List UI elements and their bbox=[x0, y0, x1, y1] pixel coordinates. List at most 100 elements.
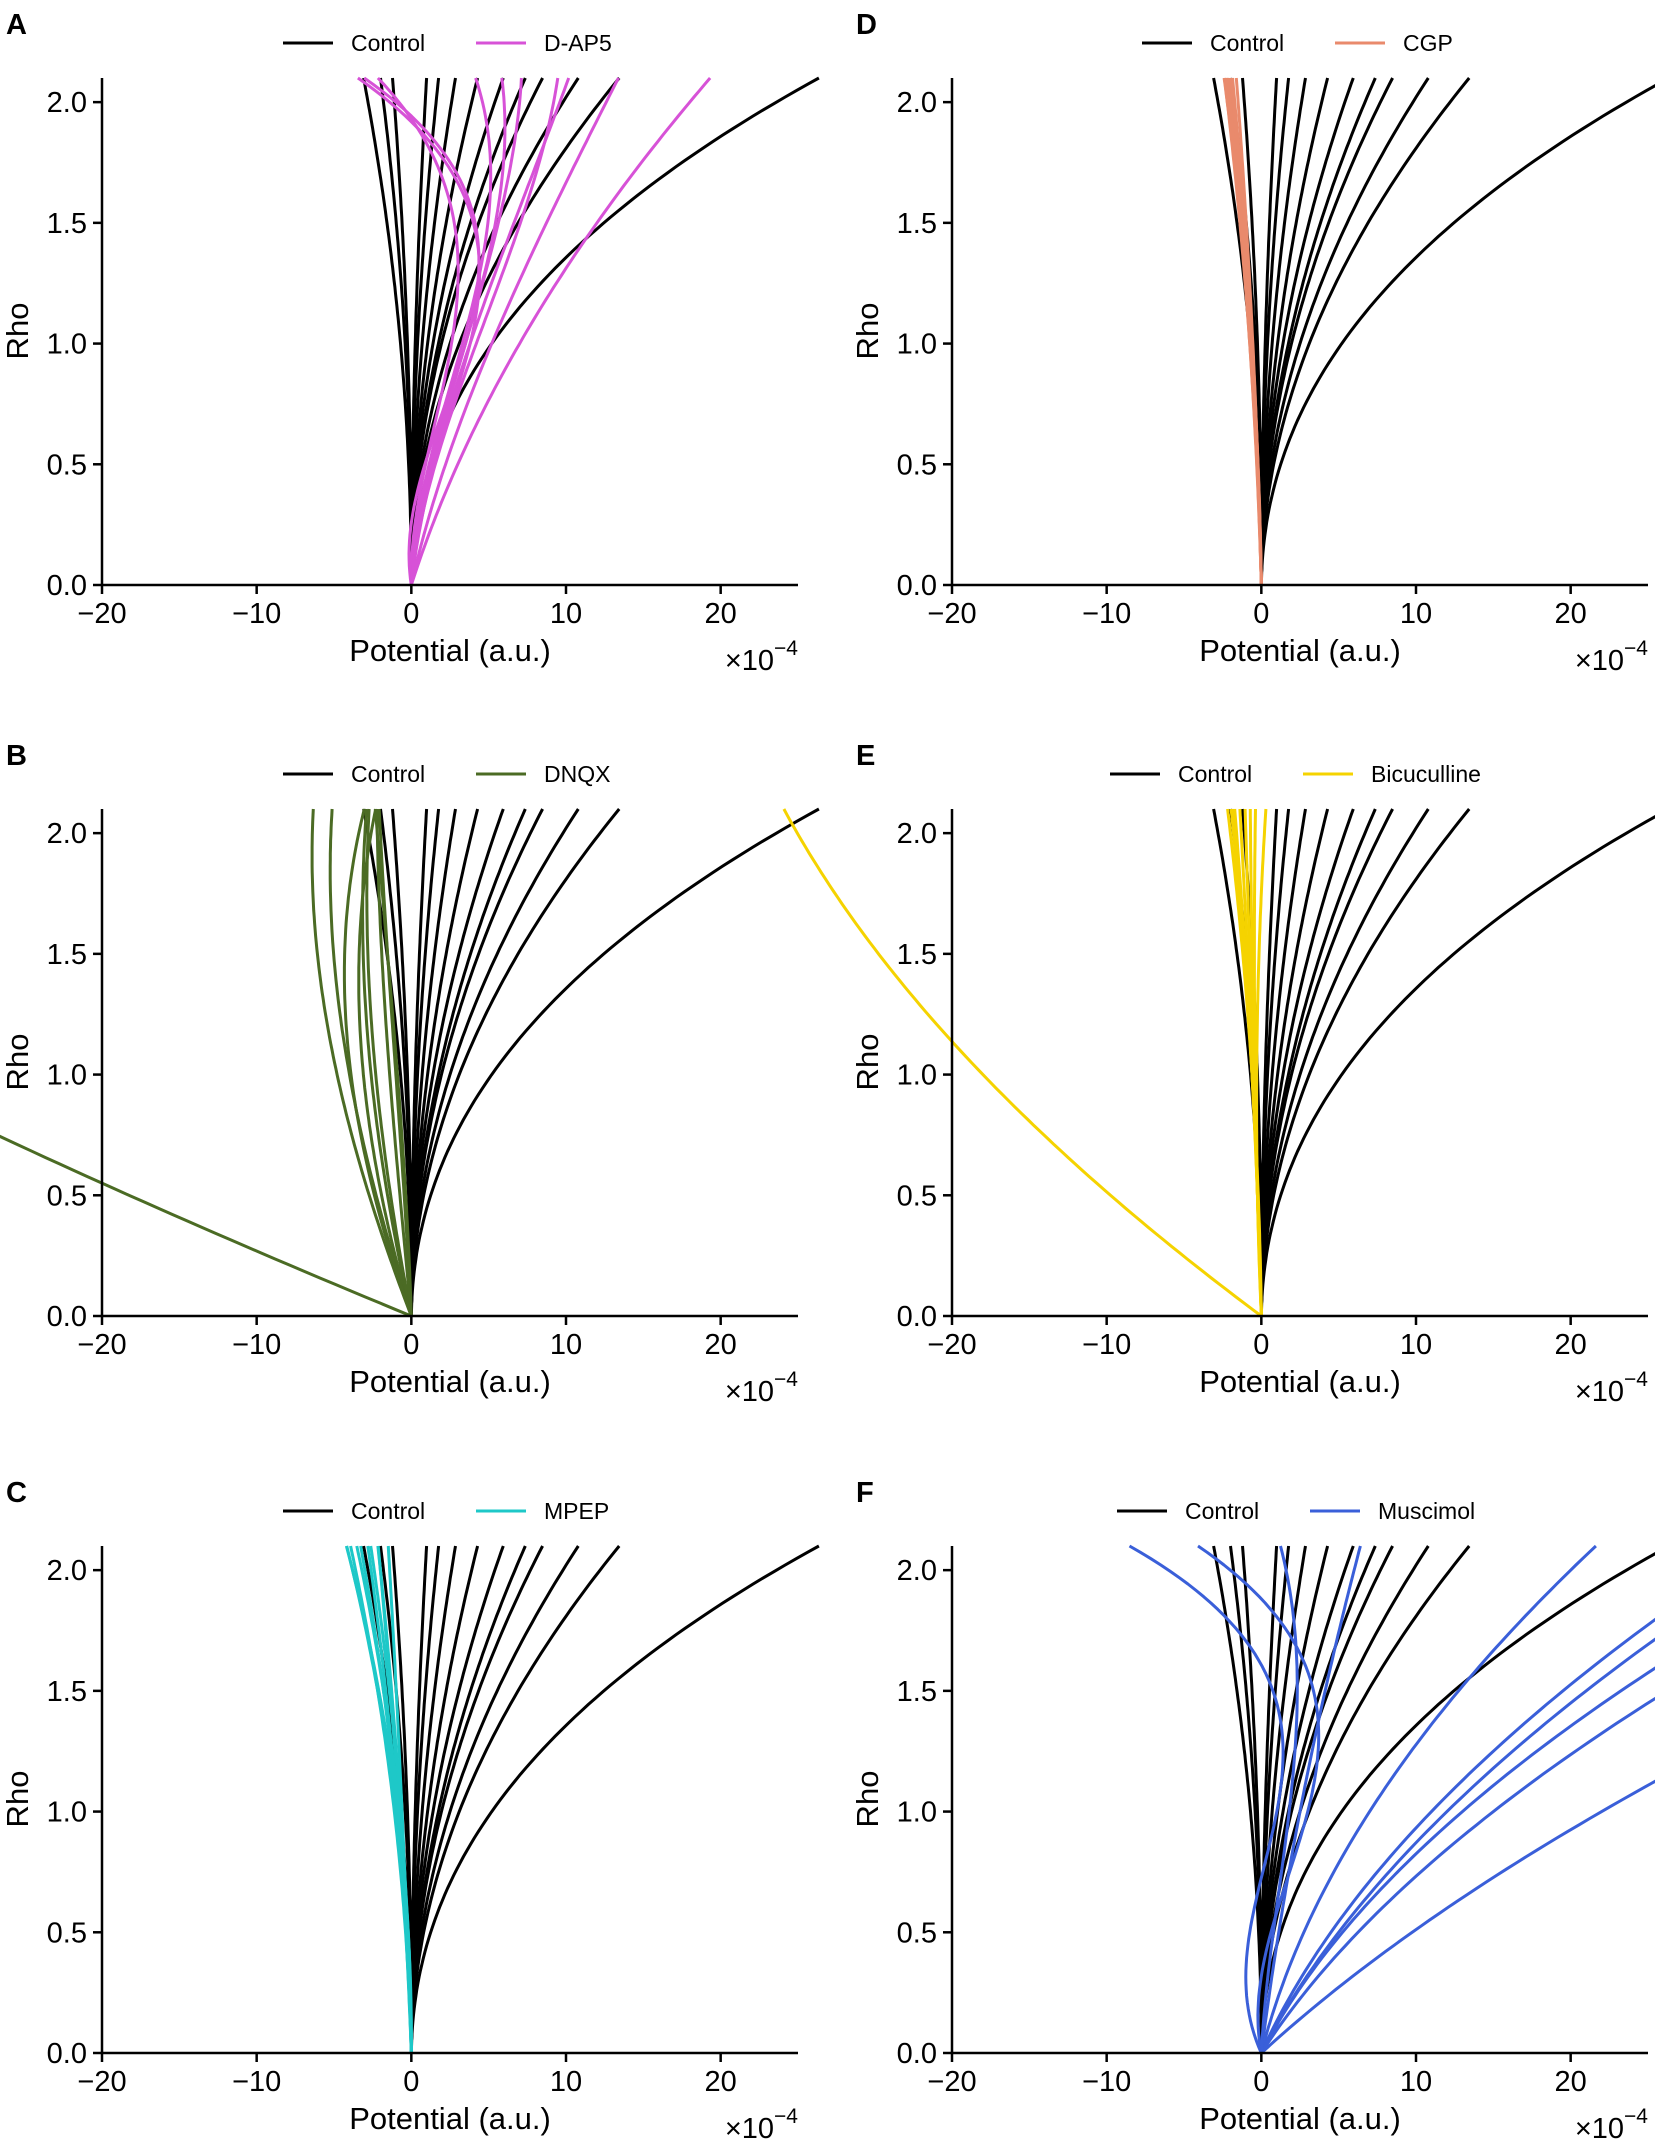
curve-control-8 bbox=[391, 77, 413, 586]
x-tick-label: −10 bbox=[1082, 1329, 1131, 1361]
curve-control-9 bbox=[1259, 808, 1355, 1317]
y-axis-label: Rho bbox=[850, 1771, 885, 1828]
y-tick-label: 1.0 bbox=[47, 1060, 87, 1092]
curve-treatment-10 bbox=[0, 1134, 412, 1318]
curve-treatment-10 bbox=[1259, 1545, 1299, 2054]
legend-label-treatment: Muscimol bbox=[1378, 1498, 1475, 1524]
x-tick-label: 20 bbox=[705, 598, 737, 630]
panel-b: B Control DNQX −20 −10 0 10 20 0.0 0.5 1.0 1.5 2… bbox=[0, 740, 820, 1408]
curve-control-9 bbox=[409, 1545, 505, 2054]
legend-label-treatment: CGP bbox=[1403, 30, 1453, 56]
y-tick-label: 0.5 bbox=[897, 1917, 937, 1949]
y-ticks: 0.0 0.5 1.0 1.5 2.0 bbox=[897, 87, 952, 602]
curve-control-9 bbox=[1259, 77, 1355, 586]
legend: Control Muscimol bbox=[1117, 1498, 1475, 1524]
curve-control-12 bbox=[409, 1545, 457, 2054]
y-tick-label: 2.0 bbox=[897, 818, 937, 850]
y-tick-label: 0.5 bbox=[47, 449, 87, 481]
legend: Control CGP bbox=[1142, 30, 1453, 56]
y-axis-label: Rho bbox=[0, 303, 35, 360]
curve-control-11 bbox=[1259, 808, 1471, 1317]
y-tick-label: 1.5 bbox=[897, 939, 937, 971]
curve-treatment-10 bbox=[1225, 77, 1263, 586]
panel-letter: E bbox=[856, 740, 875, 772]
x-tick-label: 20 bbox=[705, 2066, 737, 2098]
curve-treatment-10 bbox=[386, 1545, 413, 2054]
x-tick-label: −10 bbox=[1082, 2066, 1131, 2098]
y-tick-label: 0.5 bbox=[47, 1917, 87, 1949]
curve-control-13 bbox=[409, 1544, 820, 2054]
x-multiplier: ×10−4 bbox=[1575, 1368, 1648, 1408]
panel-d: D Control CGP −20 −10 0 10 20 0.0 0.5 1.0 1.5 2.… bbox=[850, 9, 1655, 677]
curve-treatment-8 bbox=[409, 77, 560, 586]
x-multiplier: ×10−4 bbox=[725, 2105, 798, 2142]
x-tick-label: 10 bbox=[550, 1329, 582, 1361]
x-multiplier-exponent: −4 bbox=[774, 2105, 798, 2128]
legend: Control Bicuculline bbox=[1110, 761, 1481, 787]
legend-label-control: Control bbox=[351, 761, 425, 787]
legend-label-control: Control bbox=[351, 30, 425, 56]
y-tick-label: 1.0 bbox=[897, 1060, 937, 1092]
curve-treatment-6 bbox=[1259, 1637, 1655, 2054]
curve-control-11 bbox=[409, 1545, 621, 2054]
curves bbox=[782, 808, 1655, 1318]
y-tick-label: 1.5 bbox=[47, 208, 87, 240]
y-ticks: 0.0 0.5 1.0 1.5 2.0 bbox=[47, 1555, 102, 2070]
y-axis-label: Rho bbox=[0, 1034, 35, 1091]
curve-control-10 bbox=[409, 808, 544, 1317]
curve-control-8 bbox=[1241, 77, 1263, 586]
x-tick-label: 10 bbox=[550, 2066, 582, 2098]
x-ticks: −20 −10 0 10 20 bbox=[927, 585, 1587, 630]
legend-label-treatment: MPEP bbox=[544, 1498, 609, 1524]
x-tick-label: −10 bbox=[232, 1329, 281, 1361]
curve-treatment-4 bbox=[361, 808, 413, 1317]
x-ticks: −20 −10 0 10 20 bbox=[77, 585, 737, 630]
curves bbox=[344, 1544, 820, 2054]
curve-treatment-8 bbox=[1260, 1696, 1655, 2054]
curve-control-13 bbox=[1259, 83, 1655, 586]
curves bbox=[1128, 1544, 1655, 2055]
curve-control-9 bbox=[409, 808, 505, 1317]
curve-control-12 bbox=[1259, 808, 1307, 1317]
x-multiplier-exponent: −4 bbox=[1624, 1368, 1648, 1391]
x-tick-label: 0 bbox=[403, 1329, 419, 1361]
x-ticks: −20 −10 0 10 20 bbox=[77, 1316, 737, 1361]
curve-treatment-4 bbox=[1259, 1544, 1597, 2054]
y-tick-label: 0.0 bbox=[897, 2038, 937, 2070]
x-tick-label: 0 bbox=[403, 598, 419, 630]
y-tick-label: 0.5 bbox=[897, 449, 937, 481]
x-multiplier-exponent: −4 bbox=[774, 637, 798, 660]
legend: Control DNQX bbox=[283, 761, 610, 787]
panel-a: A Control D-AP5 −20 −10 0 10 20 0.0 0.5 1.0 1.5… bbox=[0, 9, 820, 677]
x-ticks: −20 −10 0 10 20 bbox=[927, 2053, 1587, 2098]
y-tick-label: 0.0 bbox=[47, 1301, 87, 1333]
y-tick-label: 0.5 bbox=[47, 1180, 87, 1212]
x-tick-label: −20 bbox=[77, 2066, 126, 2098]
y-ticks: 0.0 0.5 1.0 1.5 2.0 bbox=[897, 818, 952, 1333]
curve-treatment-10 bbox=[409, 77, 712, 586]
x-tick-label: −20 bbox=[77, 1329, 126, 1361]
curve-treatment-10 bbox=[782, 808, 1263, 1318]
curves bbox=[1212, 77, 1655, 586]
y-tick-label: 2.0 bbox=[897, 87, 937, 119]
x-tick-label: 20 bbox=[1555, 2066, 1587, 2098]
curve-treatment-3 bbox=[1259, 1545, 1362, 2054]
curve-control-12 bbox=[409, 77, 457, 586]
x-tick-label: 20 bbox=[1555, 598, 1587, 630]
panel-letter: B bbox=[6, 740, 27, 772]
x-tick-label: −20 bbox=[77, 598, 126, 630]
x-axis-label: Potential (a.u.) bbox=[349, 633, 551, 668]
curve-treatment-5 bbox=[1259, 1617, 1655, 2054]
legend-label-control: Control bbox=[351, 1498, 425, 1524]
curve-control-8 bbox=[391, 808, 413, 1317]
panel-letter: F bbox=[856, 1477, 874, 1509]
y-tick-label: 2.0 bbox=[47, 1555, 87, 1587]
legend-label-control: Control bbox=[1178, 761, 1252, 787]
x-multiplier: ×10−4 bbox=[1575, 637, 1648, 677]
y-ticks: 0.0 0.5 1.0 1.5 2.0 bbox=[47, 818, 102, 1333]
y-tick-label: 0.0 bbox=[47, 570, 87, 602]
y-tick-label: 0.0 bbox=[897, 570, 937, 602]
legend: Control D-AP5 bbox=[283, 30, 612, 56]
curve-control-13 bbox=[1259, 1551, 1655, 2054]
curve-treatment-3 bbox=[376, 76, 460, 586]
